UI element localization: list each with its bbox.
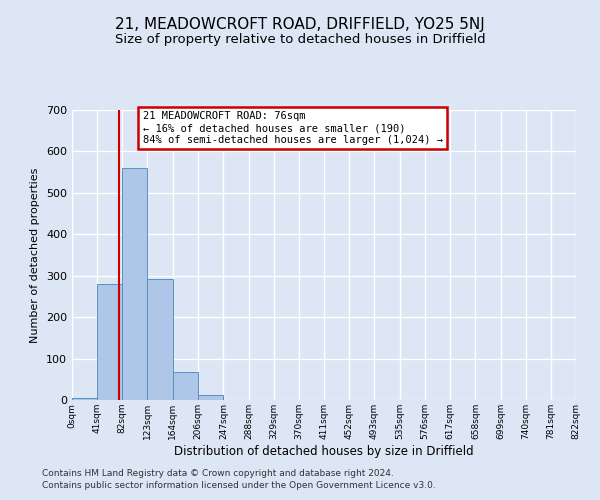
Text: Size of property relative to detached houses in Driffield: Size of property relative to detached ho… [115, 32, 485, 46]
Bar [72, 398, 97, 400]
Bar [97, 284, 122, 400]
X-axis label: Distribution of detached houses by size in Driffield: Distribution of detached houses by size … [174, 444, 474, 458]
Bar [122, 168, 148, 400]
Text: Contains HM Land Registry data © Crown copyright and database right 2024.: Contains HM Land Registry data © Crown c… [42, 468, 394, 477]
Bar [148, 278, 173, 400]
Text: Contains public sector information licensed under the Open Government Licence v3: Contains public sector information licen… [42, 481, 436, 490]
Bar [173, 372, 199, 400]
Text: 21 MEADOWCROFT ROAD: 76sqm
← 16% of detached houses are smaller (190)
84% of sem: 21 MEADOWCROFT ROAD: 76sqm ← 16% of deta… [143, 112, 443, 144]
Y-axis label: Number of detached properties: Number of detached properties [31, 168, 40, 342]
Text: 21, MEADOWCROFT ROAD, DRIFFIELD, YO25 5NJ: 21, MEADOWCROFT ROAD, DRIFFIELD, YO25 5N… [115, 18, 485, 32]
Bar [199, 395, 223, 400]
